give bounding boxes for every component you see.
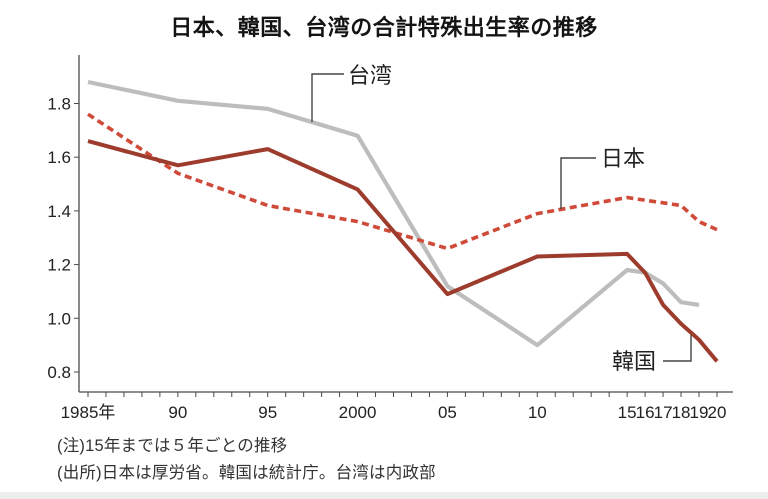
- series-label-korea: 韓国: [612, 349, 656, 374]
- x-tick-label: 05: [438, 403, 457, 422]
- x-tick-label: 19: [690, 403, 709, 422]
- taiwan-callout-line: [311, 73, 344, 122]
- y-tick-label: 1.0: [47, 309, 71, 328]
- bottom-strip: [0, 492, 768, 499]
- series-label-japan: 日本: [601, 146, 645, 171]
- x-tick-label: 90: [168, 403, 187, 422]
- korea-line: [87, 139, 719, 363]
- x-tick-label: 2000: [339, 403, 377, 422]
- footnote-source: (出所)日本は厚労省。韓国は統計庁。台湾は内政部: [57, 464, 436, 482]
- y-tick-label: 1.4: [47, 202, 71, 221]
- series-lines: [87, 79, 719, 363]
- x-tick-label: 16: [636, 403, 655, 422]
- taiwan-callout: 台湾: [311, 63, 392, 122]
- japan-callout: 日本: [560, 146, 645, 209]
- x-tick-label: 10: [528, 403, 547, 422]
- y-tick-label: 1.6: [47, 148, 71, 167]
- korea-callout: 韓国: [612, 335, 692, 374]
- y-tick-label: 1.2: [47, 256, 71, 275]
- chart-title: 日本、韓国、台湾の合計特殊出生率の推移: [170, 15, 598, 40]
- x-tick-label: 17: [654, 403, 673, 422]
- japan-line: [87, 112, 718, 251]
- x-tick-label: 1985年: [61, 403, 116, 422]
- x-tick-label: 15: [618, 403, 637, 422]
- x-tick-label: 95: [258, 403, 277, 422]
- y-tick-label: 0.8: [47, 363, 71, 382]
- japan-callout-line: [560, 157, 596, 209]
- footnote-period: (注)15年までは５年ごとの推移: [57, 437, 288, 455]
- y-tick-label: 1.8: [47, 95, 71, 114]
- taiwan-line: [87, 79, 700, 348]
- x-axis-ticks: 1985年 90 95 2000 05 10 15 16 17 18 19 20: [61, 392, 727, 422]
- y-axis-ticks: 0.8 1.0 1.2 1.4 1.6 1.8: [47, 95, 79, 382]
- x-tick-label: 20: [708, 403, 727, 422]
- korea-callout-line: [663, 335, 692, 362]
- series-label-taiwan: 台湾: [348, 63, 392, 88]
- x-tick-label: 18: [672, 403, 691, 422]
